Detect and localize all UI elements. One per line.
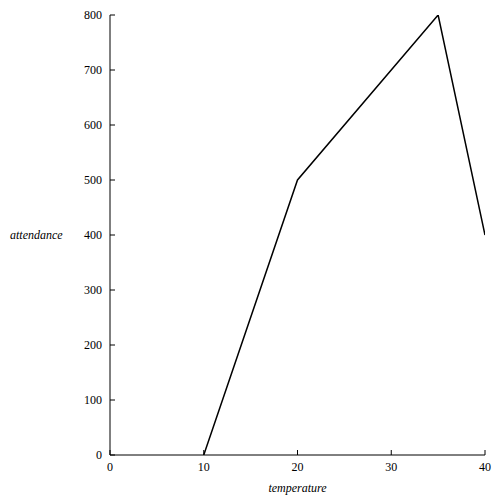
x-tick-label: 10 bbox=[198, 460, 210, 474]
x-tick-label: 20 bbox=[292, 460, 304, 474]
x-tick bbox=[297, 450, 298, 455]
plot-area bbox=[204, 15, 485, 455]
y-tick bbox=[110, 455, 115, 456]
y-tick bbox=[110, 70, 115, 71]
chart-svg: 0102030400100200300400500600700800temper… bbox=[0, 0, 500, 500]
x-tick bbox=[110, 450, 111, 455]
x-tick-label: 40 bbox=[479, 460, 491, 474]
y-tick-label: 100 bbox=[84, 393, 102, 407]
x-tick bbox=[391, 450, 392, 455]
y-tick-label: 700 bbox=[84, 63, 102, 77]
y-tick-label: 600 bbox=[84, 118, 102, 132]
y-tick bbox=[110, 235, 115, 236]
x-axis-label: temperature bbox=[268, 481, 327, 495]
y-axis-label: attendance bbox=[10, 228, 63, 242]
y-tick bbox=[110, 400, 115, 401]
x-tick-label: 30 bbox=[385, 460, 397, 474]
y-tick-label: 500 bbox=[84, 173, 102, 187]
y-tick bbox=[110, 125, 115, 126]
y-tick-label: 300 bbox=[84, 283, 102, 297]
data-line bbox=[204, 15, 485, 455]
chart-container: 0102030400100200300400500600700800temper… bbox=[0, 0, 500, 500]
y-tick-label: 800 bbox=[84, 8, 102, 22]
y-tick-label: 0 bbox=[96, 448, 102, 462]
y-tick bbox=[110, 180, 115, 181]
x-tick bbox=[485, 450, 486, 455]
y-tick bbox=[110, 15, 115, 16]
y-tick-label: 400 bbox=[84, 228, 102, 242]
y-tick bbox=[110, 345, 115, 346]
y-tick bbox=[110, 290, 115, 291]
y-tick-label: 200 bbox=[84, 338, 102, 352]
x-tick-label: 0 bbox=[107, 460, 113, 474]
